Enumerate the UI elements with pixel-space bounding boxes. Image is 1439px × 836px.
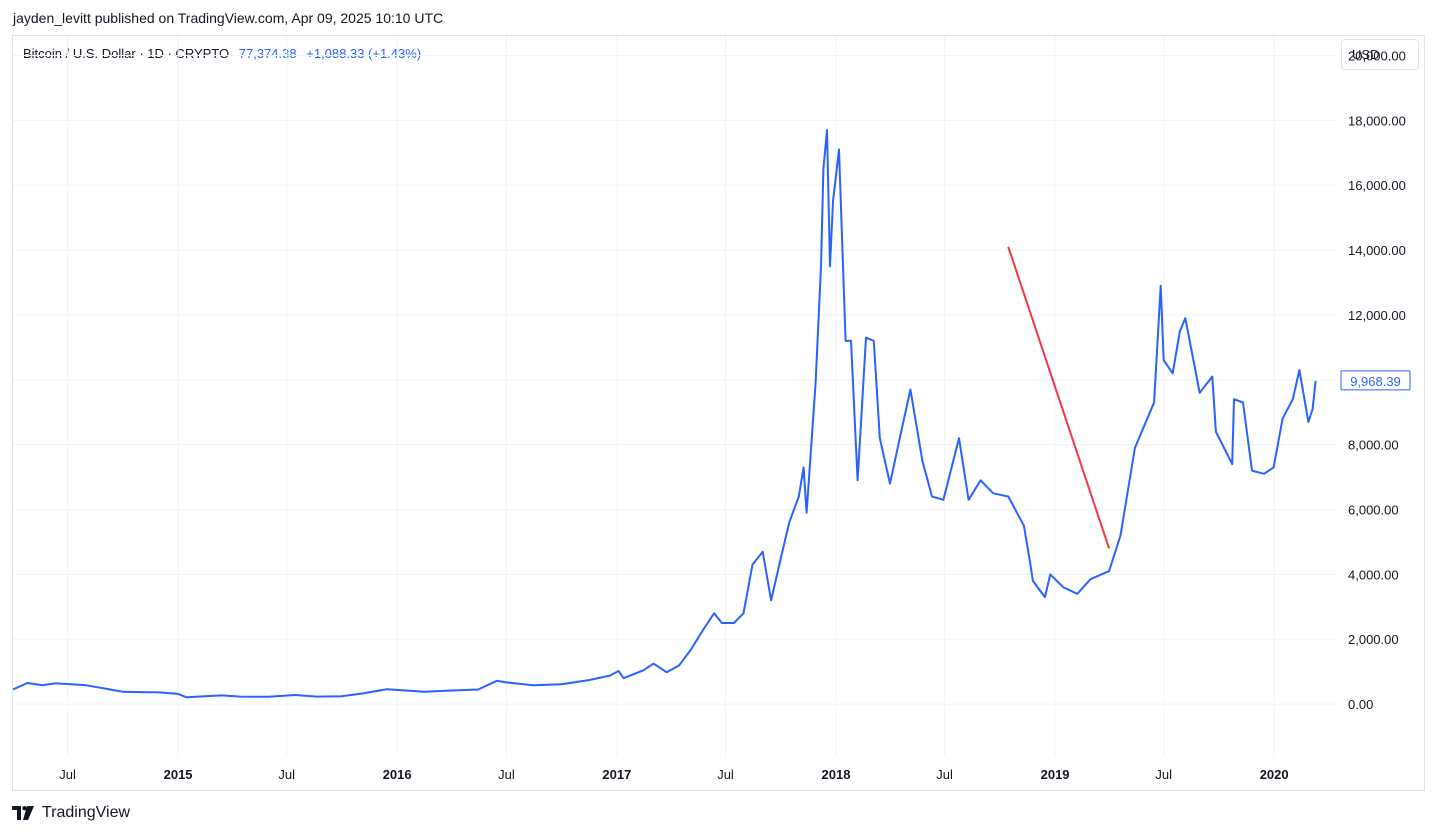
grid-lines bbox=[13, 36, 1336, 756]
x-tick-label: Jul bbox=[1155, 767, 1172, 782]
x-axis: Jul 2015 Jul 2016 Jul 2017 Jul 2018 Jul 2019 Jul 20… bbox=[59, 767, 1288, 782]
trend-line-annotation[interactable] bbox=[1007, 246, 1111, 549]
y-tick-label: 4,000.00 bbox=[1348, 567, 1399, 582]
y-tick-label: 18,000.00 bbox=[1348, 113, 1406, 128]
x-tick-label: 2016 bbox=[383, 767, 412, 782]
y-tick-label: 12,000.00 bbox=[1348, 308, 1406, 323]
y-tick-label: 2,000.00 bbox=[1348, 632, 1399, 647]
y-tick-label: 16,000.00 bbox=[1348, 178, 1406, 193]
x-tick-label: Jul bbox=[936, 767, 953, 782]
tradingview-logo[interactable]: TradingView bbox=[12, 804, 130, 822]
y-tick-label: 8,000.00 bbox=[1348, 438, 1399, 453]
x-tick-label: 2020 bbox=[1260, 767, 1289, 782]
last-value-text: 9,968.39 bbox=[1350, 374, 1401, 389]
tradingview-brand: TradingView bbox=[42, 804, 131, 821]
x-tick-label: 2017 bbox=[602, 767, 631, 782]
y-tick-label: 20,000.00 bbox=[1348, 48, 1406, 63]
x-tick-label: Jul bbox=[498, 767, 515, 782]
x-tick-label: Jul bbox=[717, 767, 734, 782]
x-tick-label: Jul bbox=[59, 767, 76, 782]
price-series-line bbox=[12, 129, 1317, 699]
x-tick-label: 2019 bbox=[1041, 767, 1070, 782]
tradingview-logo-icon bbox=[12, 806, 34, 820]
chart-frame bbox=[12, 35, 1425, 791]
x-tick-label: Jul bbox=[278, 767, 295, 782]
currency-button[interactable]: USD bbox=[1341, 39, 1419, 70]
x-tick-label: 2015 bbox=[164, 767, 193, 782]
x-tick-label: 2018 bbox=[822, 767, 851, 782]
y-tick-label: 6,000.00 bbox=[1348, 503, 1399, 518]
y-tick-label: 0.00 bbox=[1348, 697, 1373, 712]
last-price: 77,374.38 bbox=[238, 46, 297, 61]
published-by-header: jayden_levitt published on TradingView.c… bbox=[13, 10, 444, 26]
last-value-label: 9,968.39 bbox=[1340, 370, 1411, 391]
y-tick-label: 14,000.00 bbox=[1348, 243, 1406, 258]
price-change: +1,088.33 (+1.43%) bbox=[306, 46, 422, 61]
last-value-box bbox=[1340, 370, 1411, 391]
